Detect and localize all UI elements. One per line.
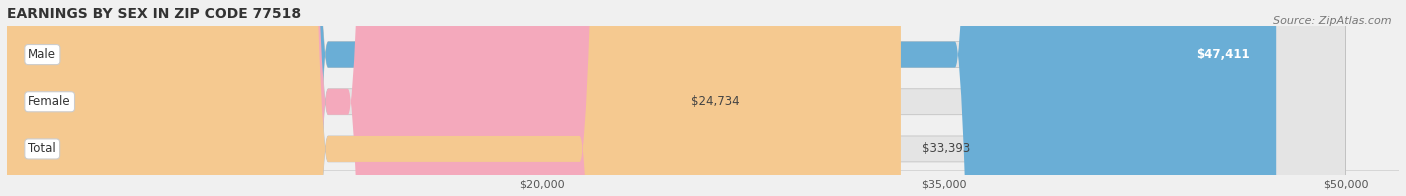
FancyBboxPatch shape [7,0,901,196]
Text: Male: Male [28,48,56,61]
FancyBboxPatch shape [7,0,1346,196]
Text: EARNINGS BY SEX IN ZIP CODE 77518: EARNINGS BY SEX IN ZIP CODE 77518 [7,7,301,21]
Text: $47,411: $47,411 [1197,48,1250,61]
FancyBboxPatch shape [7,0,1346,196]
Text: Total: Total [28,142,56,155]
Text: Female: Female [28,95,70,108]
Text: $24,734: $24,734 [690,95,740,108]
Text: $33,393: $33,393 [922,142,970,155]
FancyBboxPatch shape [7,0,1346,196]
FancyBboxPatch shape [7,0,669,196]
FancyBboxPatch shape [7,0,1277,196]
Text: Source: ZipAtlas.com: Source: ZipAtlas.com [1274,16,1392,26]
